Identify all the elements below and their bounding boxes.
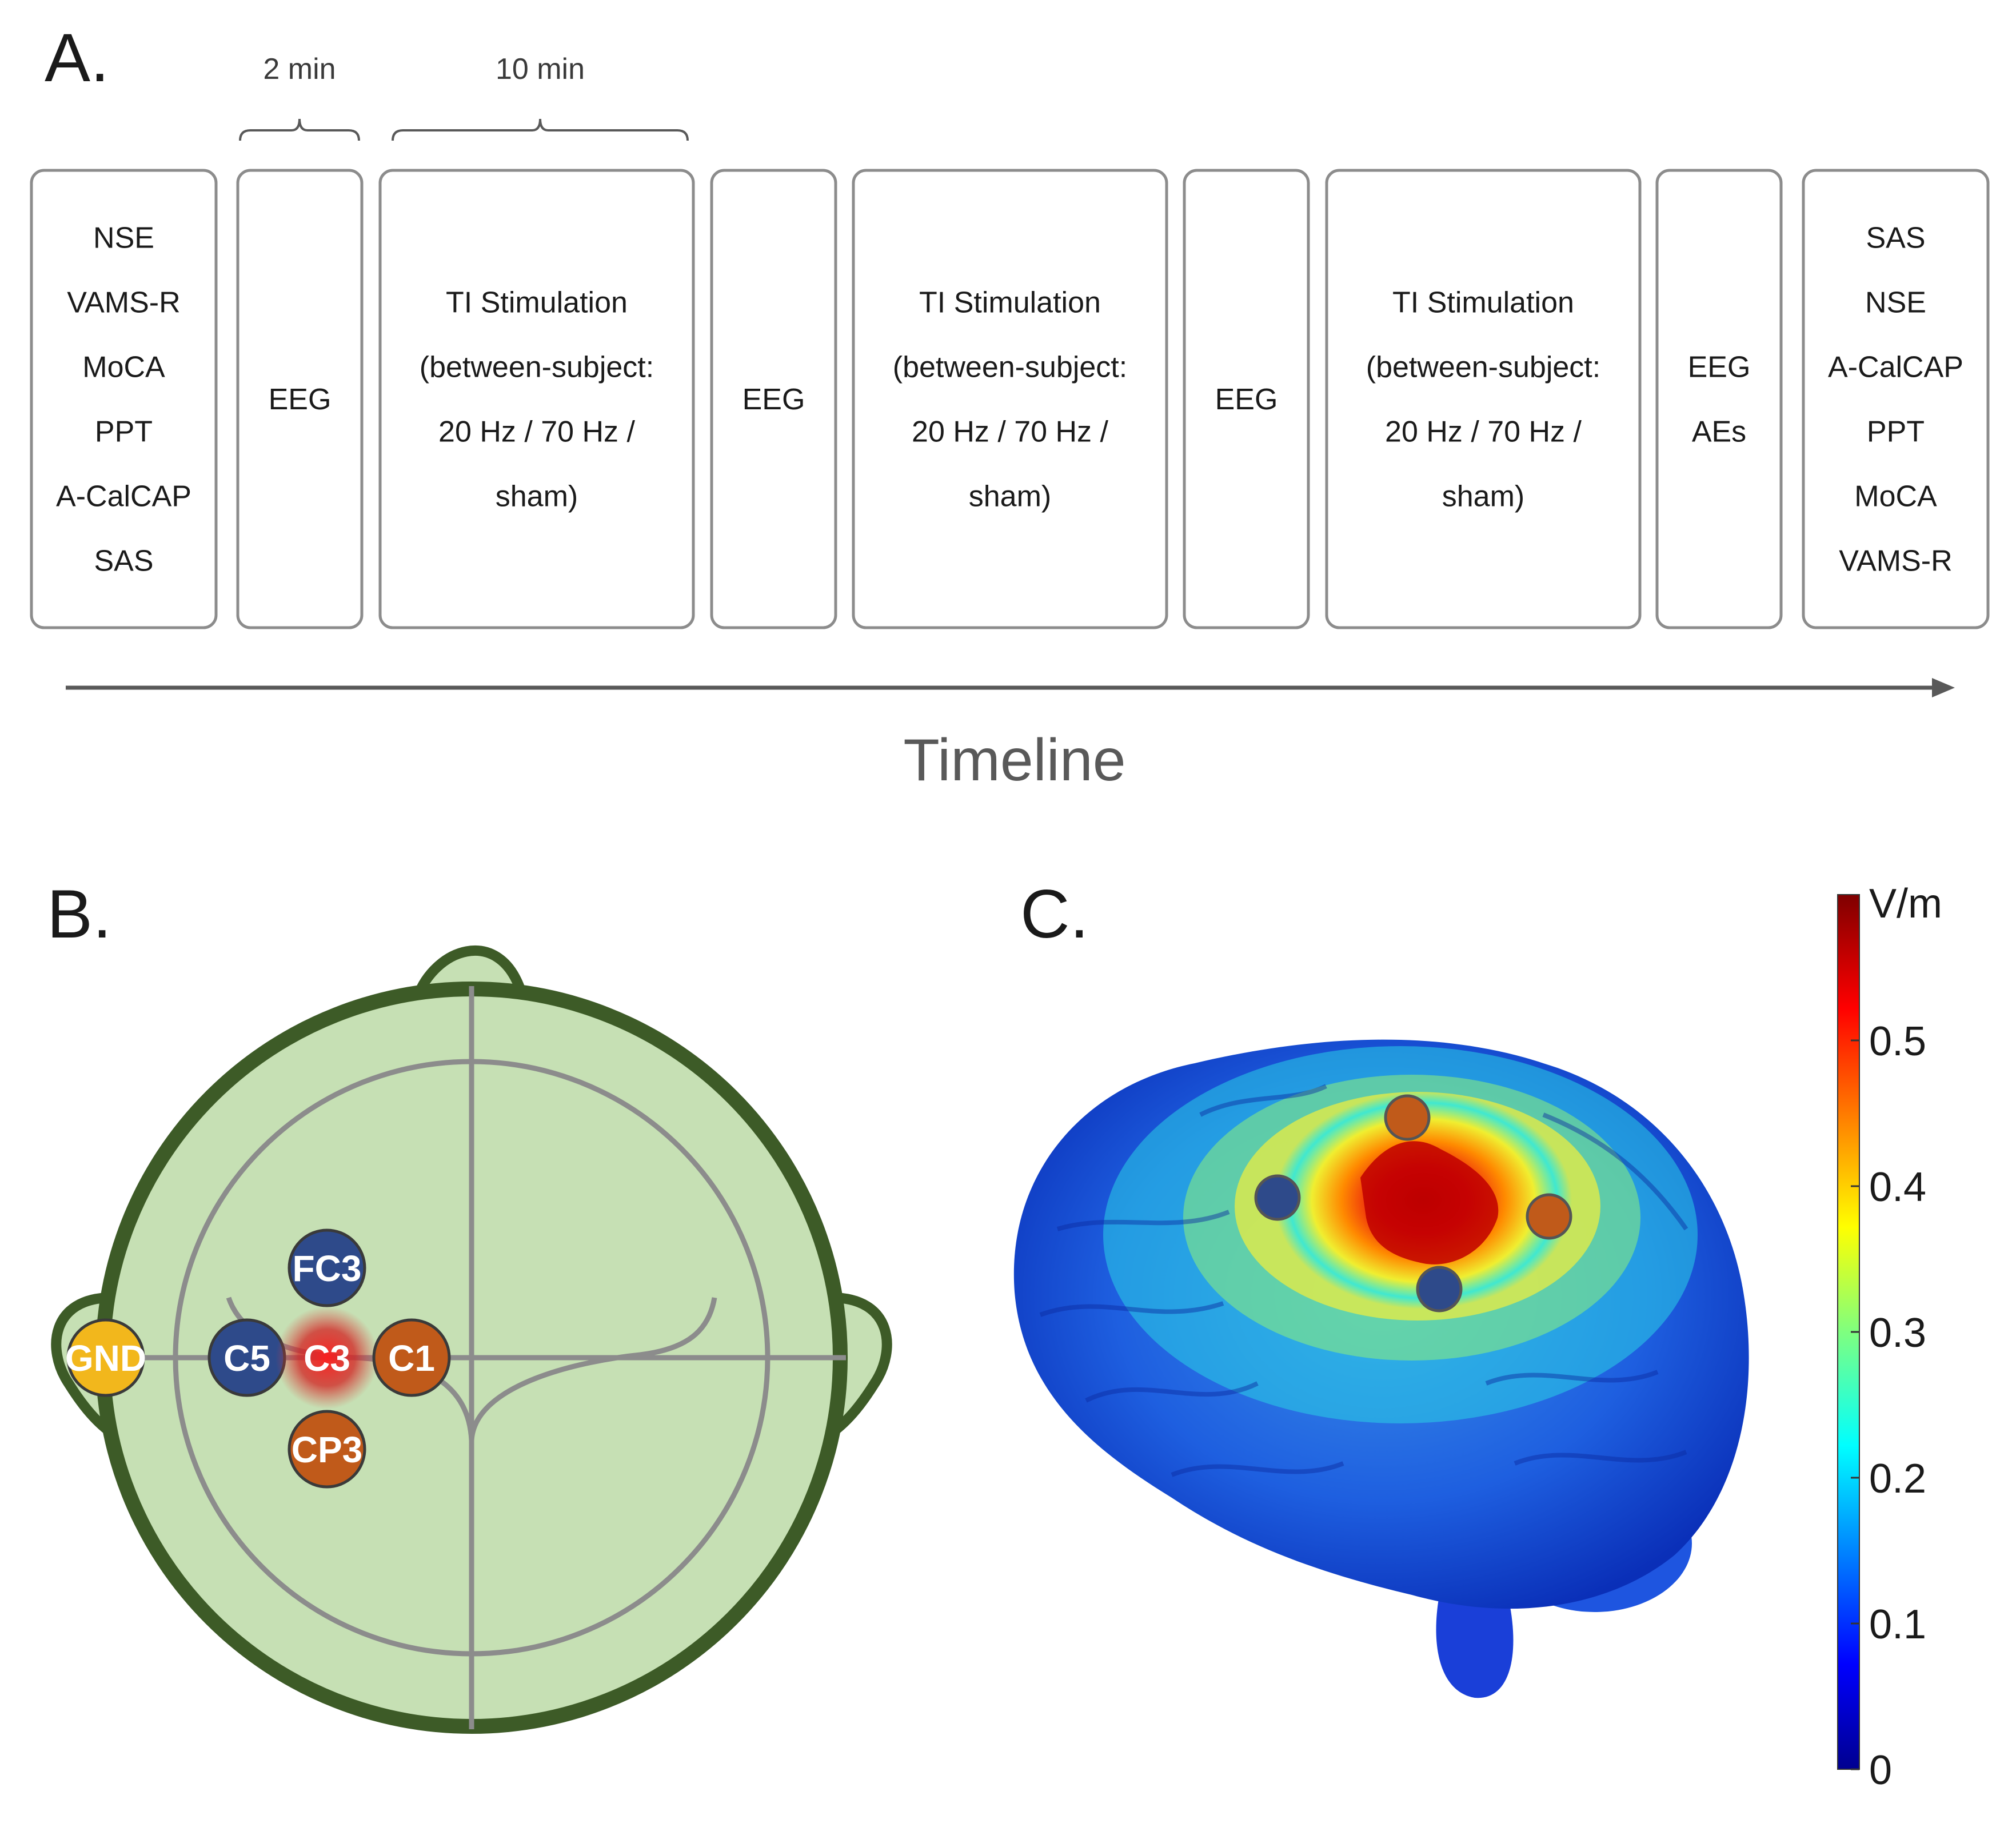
box-line: sham) [496,480,578,513]
sulcus-curve-right [469,1297,717,1441]
box-line: MoCA [1854,480,1937,513]
electrode-label: C1 [388,1338,435,1379]
electrode-layout: FC3 C5 C3 C1 CP3 GND [65,1228,451,1489]
box-eeg-aes: EEG AEs [1655,169,1783,629]
timeline-label: Timeline [903,727,1125,793]
colorbar-tick-label: 0.5 [1869,1019,1926,1064]
box-line: sham) [969,480,1051,513]
box-line: AEs [1692,416,1746,449]
box-eeg-3: EEG [1183,169,1310,629]
box-line: SAS [94,545,153,578]
box-line: 20 Hz / 70 Hz / [1385,416,1582,449]
box-line: (between-subject: [1366,351,1600,384]
panel-a-label: A. [45,19,109,96]
electrode-label: CP3 [292,1429,363,1470]
box-eeg-1: EEG [236,169,364,629]
electrode-fc3: FC3 [288,1228,366,1307]
brace-2min-label: 2 min [263,53,336,86]
colorbar-unit: V/m [1869,881,1942,927]
timeline-arrow [66,678,1955,697]
box-line: VAMS-R [67,286,180,320]
box-line: 20 Hz / 70 Hz / [438,416,635,449]
brain-electrode-markers [1254,1094,1572,1313]
electrode-label: C3 [304,1338,350,1379]
box-line: VAMS-R [1839,545,1952,578]
box-line: NSE [93,222,154,255]
electrode-cp3: CP3 [288,1410,366,1489]
colorbar-tick-label: 0.1 [1869,1602,1926,1647]
box-line: EEG [1215,383,1278,416]
colorbar-tick-label: 0.3 [1869,1310,1926,1356]
box-line: NSE [1865,286,1926,320]
colorbar: V/m 0 0.1 0.2 0.3 0.4 0.5 [1837,881,1942,1793]
protocol-boxes: NSE VAMS-R MoCA PPT A-CalCAP SAS EEG TI Stimula… [30,169,1990,629]
brace-2min: 2 min [239,53,360,141]
box-line: EEG [1688,351,1751,384]
box-line: EEG [742,383,805,416]
brain-blue-1 [1254,1174,1301,1221]
brain-render [1013,1039,1749,1698]
duration-braces: 2 min 10 min [239,53,689,141]
brace-10min-label: 10 min [496,53,585,86]
box-line: TI Stimulation [919,286,1101,320]
box-pre-assessment: NSE VAMS-R MoCA PPT A-CalCAP SAS [30,169,218,629]
box-line: TI Stimulation [1392,286,1574,320]
box-stim-3: TI Stimulation (between-subject: 20 Hz / 7… [1325,169,1642,629]
box-line: TI Stimulation [446,286,628,320]
electrode-label: GND [65,1338,146,1379]
electrode-c1: C1 [372,1318,451,1397]
electrode-gnd: GND [65,1318,146,1397]
colorbar-tick-label: 0.2 [1869,1456,1926,1502]
brain-orange-1 [1384,1094,1431,1141]
box-eeg-2: EEG [710,169,837,629]
brainstem [1436,1589,1514,1698]
electrode-c3: C3 [276,1306,378,1409]
box-line: MoCA [82,351,165,384]
box-stim-2: TI Stimulation (between-subject: 20 Hz / 7… [852,169,1168,629]
box-line: (between-subject: [420,351,654,384]
colorbar-tick-label: 0 [1869,1748,1892,1793]
colorbar-tick-label: 0.4 [1869,1164,1926,1210]
colorbar-ticks: 0 0.1 0.2 0.3 0.4 0.5 [1851,1019,1926,1793]
box-line: PPT [1867,416,1925,449]
brace-10min: 10 min [392,53,689,141]
brain-blue-2 [1416,1266,1463,1313]
hotspot-core [1360,1141,1499,1264]
box-line: 20 Hz / 70 Hz / [912,416,1108,449]
electrode-c5: C5 [207,1318,286,1397]
electrode-label: FC3 [293,1248,362,1289]
box-line: A-CalCAP [56,480,191,513]
brain-orange-2 [1526,1193,1572,1240]
panel-b-label: B. [47,876,111,952]
head-diagram [51,946,892,1734]
box-line: PPT [95,416,153,449]
box-line: EEG [269,383,332,416]
box-post-assessment: SAS NSE A-CalCAP PPT MoCA VAMS-R [1802,169,1990,629]
box-line: (between-subject: [893,351,1127,384]
box-stim-1: TI Stimulation (between-subject: 20 Hz / 7… [378,169,695,629]
box-line: SAS [1866,222,1925,255]
box-line: sham) [1442,480,1524,513]
electrode-label: C5 [223,1338,270,1379]
panel-c-label: C. [1020,876,1089,952]
box-line: A-CalCAP [1828,351,1963,384]
